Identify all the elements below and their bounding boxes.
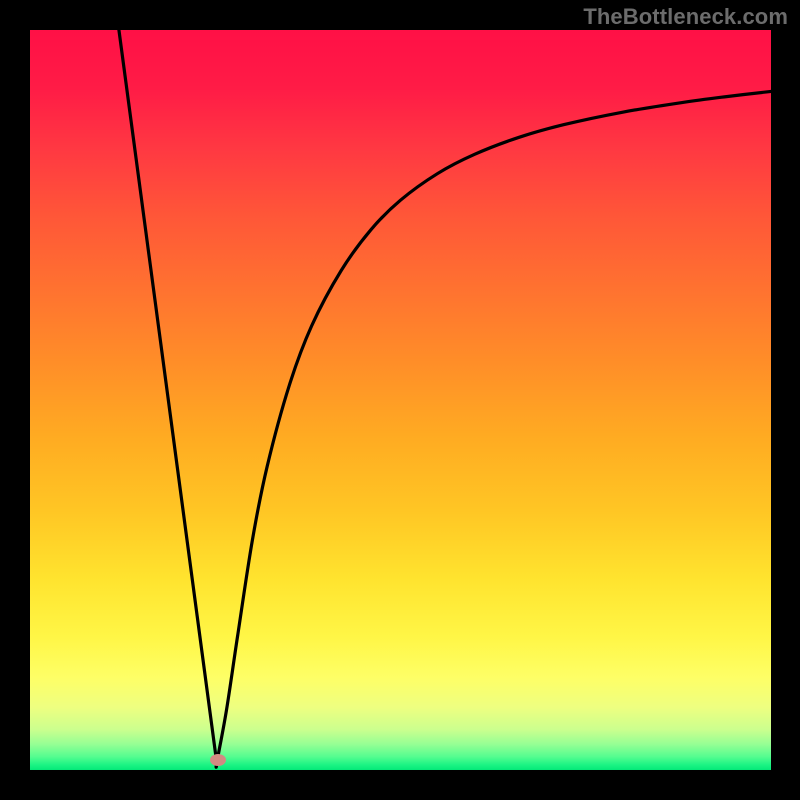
chart-container: TheBottleneck.com: [0, 0, 800, 800]
bottleneck-curve: [119, 30, 771, 767]
curve-layer: [0, 0, 800, 800]
minimum-marker: [210, 754, 226, 766]
